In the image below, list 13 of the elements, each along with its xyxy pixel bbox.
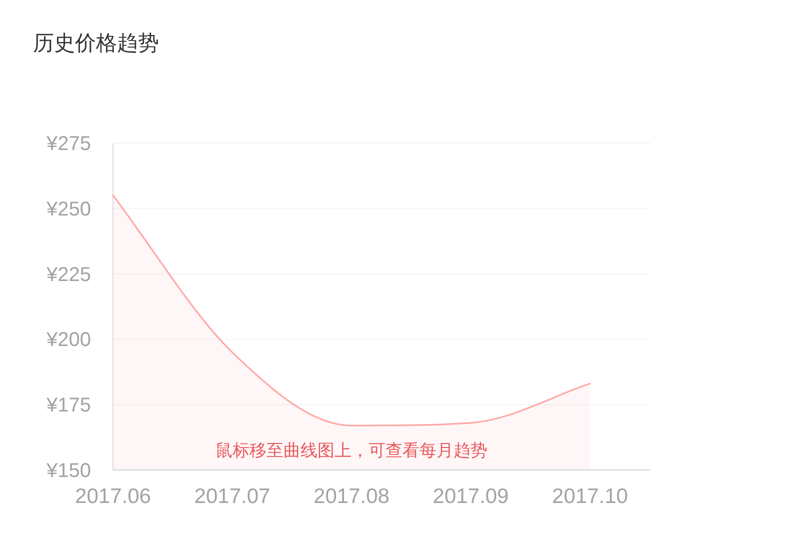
x-tick-label: 2017.09 — [432, 485, 509, 508]
y-tick-label: ¥275 — [46, 133, 91, 155]
y-tick-label: ¥250 — [46, 198, 91, 220]
x-tick-label: 2017.10 — [552, 485, 628, 508]
x-tick-label: 2017.06 — [75, 485, 151, 508]
chart-title: 历史价格趋势 — [33, 32, 159, 55]
x-tick-label: 2017.08 — [314, 485, 390, 508]
annotation: 鼠标移至曲线图上，可查看每月趋势 — [216, 441, 488, 460]
y-tick-label: ¥200 — [46, 329, 91, 352]
x-tick-label: 2017.07 — [194, 485, 270, 508]
y-tick-label: ¥175 — [46, 394, 91, 417]
y-tick-label: ¥225 — [46, 264, 91, 286]
y-tick-label: ¥150 — [46, 460, 91, 482]
